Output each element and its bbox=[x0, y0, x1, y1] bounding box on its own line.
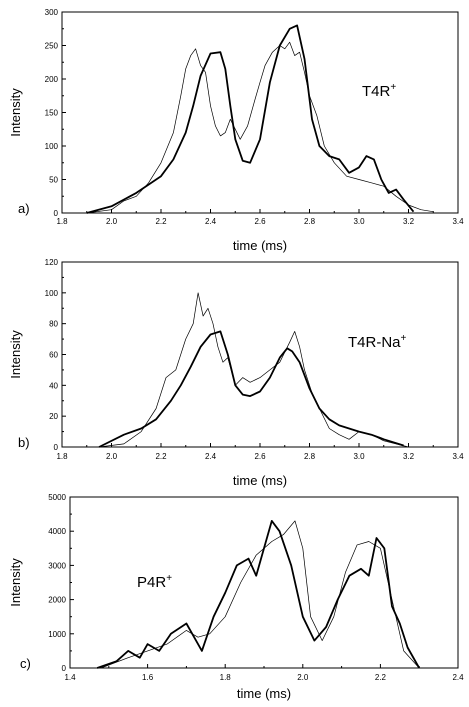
x-tick-label: 2.0 bbox=[106, 452, 118, 461]
x-tick-label: 1.8 bbox=[56, 452, 68, 461]
y-tick-label: 100 bbox=[45, 289, 59, 298]
y-tick-label: 120 bbox=[45, 258, 59, 267]
x-tick-label: 2.8 bbox=[304, 217, 316, 226]
y-tick-label: 50 bbox=[49, 176, 58, 185]
thick-trace-line bbox=[96, 520, 420, 669]
thin-trace-line bbox=[99, 292, 409, 448]
x-axis-title: time (ms) bbox=[237, 686, 291, 701]
x-tick-label: 1.8 bbox=[56, 217, 68, 226]
x-tick-label: 2.6 bbox=[254, 217, 266, 226]
y-tick-label: 250 bbox=[45, 42, 59, 51]
x-tick-label: 2.2 bbox=[375, 673, 387, 682]
x-tick-label: 1.6 bbox=[142, 673, 154, 682]
x-axis-title: time (ms) bbox=[233, 473, 287, 488]
x-tick-label: 2.0 bbox=[297, 673, 309, 682]
thin-trace-line bbox=[86, 41, 434, 214]
y-tick-label: 3000 bbox=[48, 561, 66, 570]
plot-frame bbox=[61, 261, 459, 448]
x-tick-label: 2.2 bbox=[155, 217, 167, 226]
species-annotation: P4R+ bbox=[137, 573, 172, 591]
y-tick-label: 0 bbox=[54, 209, 59, 218]
panel-label: c) bbox=[20, 656, 31, 671]
chart-panel-1: 1.8 2.0 2.2 2.4 2.6 2.8 3.0 3.2 3.4 0 50 100 150 200 2… bbox=[8, 8, 464, 253]
x-tick-label: 2.4 bbox=[452, 673, 464, 682]
y-tick-label: 300 bbox=[45, 8, 59, 17]
x-tick-label: 2.4 bbox=[205, 217, 217, 226]
x-tick-label: 3.0 bbox=[353, 217, 365, 226]
plot-frame bbox=[69, 496, 459, 669]
panel-label: b) bbox=[18, 435, 30, 450]
thick-trace-line bbox=[86, 24, 415, 214]
x-tick-label: 2.0 bbox=[106, 217, 118, 226]
x-tick-label: 3.4 bbox=[452, 217, 464, 226]
x-tick-label: 3.4 bbox=[452, 452, 464, 461]
y-axis-title: Intensity bbox=[8, 330, 23, 379]
species-annotation: T4R-Na+ bbox=[348, 333, 407, 351]
y-tick-label: 4000 bbox=[48, 527, 66, 536]
x-tick-label: 1.8 bbox=[220, 673, 232, 682]
chart-panel-3: 1.4 1.6 1.8 2.0 2.2 2.4 0 1000 2000 3000 4000 5000 t… bbox=[8, 493, 464, 701]
x-tick-label: 3.2 bbox=[403, 452, 415, 461]
y-tick-label: 100 bbox=[45, 142, 59, 151]
x-tick-label: 2.6 bbox=[254, 452, 266, 461]
x-tick-label: 2.4 bbox=[205, 452, 217, 461]
y-tick-label: 20 bbox=[49, 412, 58, 421]
plot-frame bbox=[61, 11, 459, 214]
thick-trace-line bbox=[98, 330, 404, 448]
x-tick-label: 3.0 bbox=[353, 452, 365, 461]
y-tick-label: 60 bbox=[49, 351, 58, 360]
x-tick-label: 2.2 bbox=[155, 452, 167, 461]
species-annotation: T4R+ bbox=[362, 82, 396, 100]
x-tick-label: 2.8 bbox=[304, 452, 316, 461]
y-tick-label: 1000 bbox=[48, 630, 66, 639]
y-axis-title: Intensity bbox=[8, 558, 23, 607]
y-tick-label: 40 bbox=[49, 381, 58, 390]
y-tick-label: 80 bbox=[49, 320, 58, 329]
y-tick-label: 2000 bbox=[48, 596, 66, 605]
thin-trace-line bbox=[100, 520, 420, 669]
x-axis-title: time (ms) bbox=[233, 238, 287, 253]
x-tick-label: 1.4 bbox=[64, 673, 76, 682]
y-axis-title: Intensity bbox=[8, 88, 23, 137]
panel-label: a) bbox=[18, 201, 30, 216]
y-tick-label: 200 bbox=[45, 75, 59, 84]
y-tick-label: 5000 bbox=[48, 493, 66, 502]
x-tick-label: 3.2 bbox=[403, 217, 415, 226]
y-tick-label: 150 bbox=[45, 109, 59, 118]
y-tick-label: 0 bbox=[62, 664, 67, 673]
y-tick-label: 0 bbox=[54, 443, 59, 452]
chart-panel-2: 1.8 2.0 2.2 2.4 2.6 2.8 3.0 3.2 3.4 0 20 40 60 80 100 1… bbox=[8, 258, 464, 488]
